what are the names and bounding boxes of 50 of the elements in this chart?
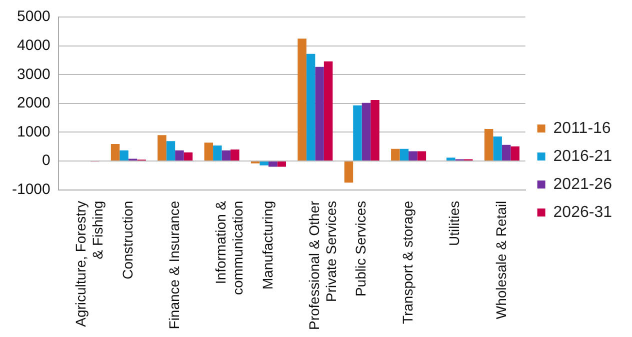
legend-label: 2021-26 [553, 176, 612, 193]
bar [184, 152, 193, 161]
bar [408, 151, 418, 161]
legend-label: 2026-31 [553, 204, 612, 221]
legend-label: 2011-16 [553, 120, 611, 137]
x-tick-label: Wholesale & Retail [492, 200, 509, 320]
bar [230, 150, 240, 161]
y-tick-label: -1000 [12, 180, 50, 198]
bar [344, 162, 354, 183]
bar [175, 150, 184, 161]
y-tick-label: 3000 [16, 66, 50, 83]
bar [166, 141, 176, 161]
bar [110, 144, 120, 161]
bar [213, 145, 222, 161]
bar [502, 144, 511, 161]
bar [510, 146, 520, 161]
bar [222, 150, 231, 161]
bar [268, 162, 278, 167]
bar [315, 66, 324, 161]
bar [484, 129, 494, 161]
x-tick-label: Agriculture, Forestry & Fishing [72, 200, 106, 327]
bar [306, 54, 316, 161]
bar [204, 142, 214, 161]
bar [120, 150, 128, 161]
y-tick-label: 5000 [16, 8, 50, 26]
bar [260, 162, 268, 166]
y-tick-label: 2000 [16, 94, 50, 112]
bar [446, 158, 456, 161]
bar [298, 38, 306, 161]
y-tick-label: 0 [42, 152, 50, 170]
x-tick-label: Finance & Insurance [166, 200, 182, 330]
x-tick-label: Utilities [446, 200, 462, 246]
x-tick-label: Construction [119, 200, 136, 280]
bar [353, 105, 362, 161]
bar [400, 148, 409, 161]
bar [391, 148, 400, 161]
bar [417, 151, 426, 161]
bar [362, 102, 371, 161]
x-tick-label: Public Services [352, 200, 369, 297]
x-tick-label: Manufacturing [259, 200, 276, 290]
bar [370, 100, 380, 161]
y-tick-label: 1000 [16, 123, 50, 140]
legend-label: 2016-21 [553, 148, 612, 165]
x-tick-label: Information & communication [212, 200, 246, 295]
bar [493, 136, 502, 161]
bar [324, 61, 333, 161]
y-tick-label: 4000 [16, 36, 50, 54]
bar [277, 162, 286, 167]
x-tick-label: Transport & storage [399, 200, 416, 324]
bar [158, 135, 166, 161]
